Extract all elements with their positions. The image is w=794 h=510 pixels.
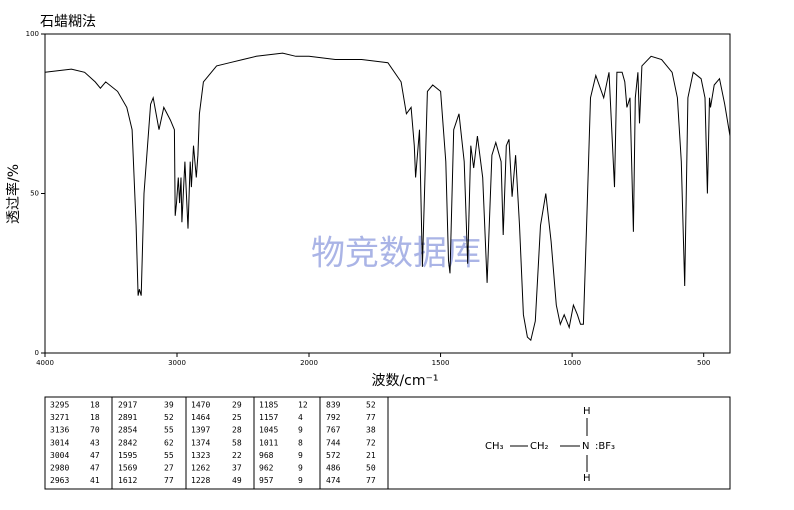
table-cell: 18 xyxy=(90,401,100,410)
table-cell: 9 xyxy=(298,476,303,485)
table-cell: 968 xyxy=(259,451,274,460)
x-tick-label: 1500 xyxy=(432,359,450,367)
table-cell: 70 xyxy=(90,426,100,435)
table-dividers xyxy=(111,397,389,489)
table-cell: 49 xyxy=(232,476,242,485)
table-cell: 839 xyxy=(326,401,341,410)
table-cell: 55 xyxy=(164,426,174,435)
table-cell: 77 xyxy=(366,476,376,485)
table-cell: 1397 xyxy=(191,426,210,435)
table-cell: 25 xyxy=(232,413,242,422)
table-cell: 3271 xyxy=(50,413,69,422)
table-cell: 474 xyxy=(326,476,341,485)
table-cell: 77 xyxy=(164,476,174,485)
table-cell: 1185 xyxy=(259,401,278,410)
bonds xyxy=(510,418,588,472)
table-cell: 52 xyxy=(366,401,376,410)
table-cell: 1323 xyxy=(191,451,210,460)
table-cell: 22 xyxy=(232,451,242,460)
table-cell: 1228 xyxy=(191,476,210,485)
table-cell: 12 xyxy=(298,401,308,410)
y-tick-label: 0 xyxy=(35,349,39,357)
plot-frame xyxy=(44,33,731,354)
table-cell: 1595 xyxy=(118,451,137,460)
table-cell: 29 xyxy=(232,401,242,410)
x-tick-label: 4000 xyxy=(36,359,54,367)
atom-label: CH₃ xyxy=(485,441,504,452)
table-cell: 3295 xyxy=(50,401,69,410)
table-cell: 1011 xyxy=(259,438,278,447)
table-cell: 9 xyxy=(298,451,303,460)
table-cell: 27 xyxy=(164,464,174,473)
y-tick-label: 50 xyxy=(30,190,39,198)
atom-label: :BF₃ xyxy=(595,441,615,452)
x-axis-label: 波数/cm⁻¹ xyxy=(371,373,438,389)
table-cell: 1045 xyxy=(259,426,278,435)
table-cell: 8 xyxy=(298,438,303,447)
x-tick-label: 2000 xyxy=(300,359,318,367)
spectrum-line xyxy=(44,52,731,342)
table-cell: 28 xyxy=(232,426,242,435)
y-axis-label: 透过率/% xyxy=(5,164,22,224)
table-cell: 9 xyxy=(298,464,303,473)
table-cell: 37 xyxy=(232,464,242,473)
table-cell: 486 xyxy=(326,464,341,473)
table-cell: 72 xyxy=(366,438,376,447)
table-cell: 2963 xyxy=(50,476,69,485)
table-cell: 52 xyxy=(164,413,174,422)
table-cell: 1470 xyxy=(191,401,210,410)
table-cell: 3004 xyxy=(50,451,69,460)
table-cell: 38 xyxy=(366,426,376,435)
table-cell: 21 xyxy=(366,451,376,460)
table-cell: 58 xyxy=(232,438,242,447)
table-cell: 1374 xyxy=(191,438,210,447)
table-cell: 1569 xyxy=(118,464,137,473)
table-cell: 77 xyxy=(366,413,376,422)
table-cell: 47 xyxy=(90,464,100,473)
atom-label: H xyxy=(583,473,591,484)
y-tick-label: 100 xyxy=(26,30,39,38)
table-cell: 1612 xyxy=(118,476,137,485)
table-cell: 43 xyxy=(90,438,100,447)
table-cell: 2980 xyxy=(50,464,69,473)
table-cell: 1262 xyxy=(191,464,210,473)
table-cell: 2854 xyxy=(118,426,137,435)
table-cell: 47 xyxy=(90,451,100,460)
table-cell: 41 xyxy=(90,476,100,485)
table-cell: 962 xyxy=(259,464,274,473)
table-cell: 1157 xyxy=(259,413,278,422)
table-cell: 3014 xyxy=(50,438,69,447)
table-cell: 2917 xyxy=(118,401,137,410)
table-cell: 50 xyxy=(366,464,376,473)
table-cell: 4 xyxy=(298,413,303,422)
table-cell: 2842 xyxy=(118,438,137,447)
table-cell: 572 xyxy=(326,451,341,460)
table-cell: 62 xyxy=(164,438,174,447)
watermark: 物竞数据库 xyxy=(311,234,481,274)
chart-title: 石蜡糊法 xyxy=(40,14,96,30)
table-cell: 1464 xyxy=(191,413,210,422)
atom-label: N xyxy=(582,441,589,452)
x-tick-label: 500 xyxy=(697,359,710,367)
table-cell: 744 xyxy=(326,438,341,447)
x-tick-label: 3000 xyxy=(168,359,186,367)
table-cell: 792 xyxy=(326,413,341,422)
table-cell: 9 xyxy=(298,426,303,435)
table-cell: 55 xyxy=(164,451,174,460)
table-cell: 2891 xyxy=(118,413,137,422)
atom-label: H xyxy=(583,406,591,417)
x-tick-label: 1000 xyxy=(563,359,581,367)
table-cell: 767 xyxy=(326,426,341,435)
table-cell: 18 xyxy=(90,413,100,422)
table-cell: 957 xyxy=(259,476,274,485)
atom-label: CH₂ xyxy=(530,441,549,452)
table-cell: 3136 xyxy=(50,426,69,435)
table-cell: 39 xyxy=(164,401,174,410)
